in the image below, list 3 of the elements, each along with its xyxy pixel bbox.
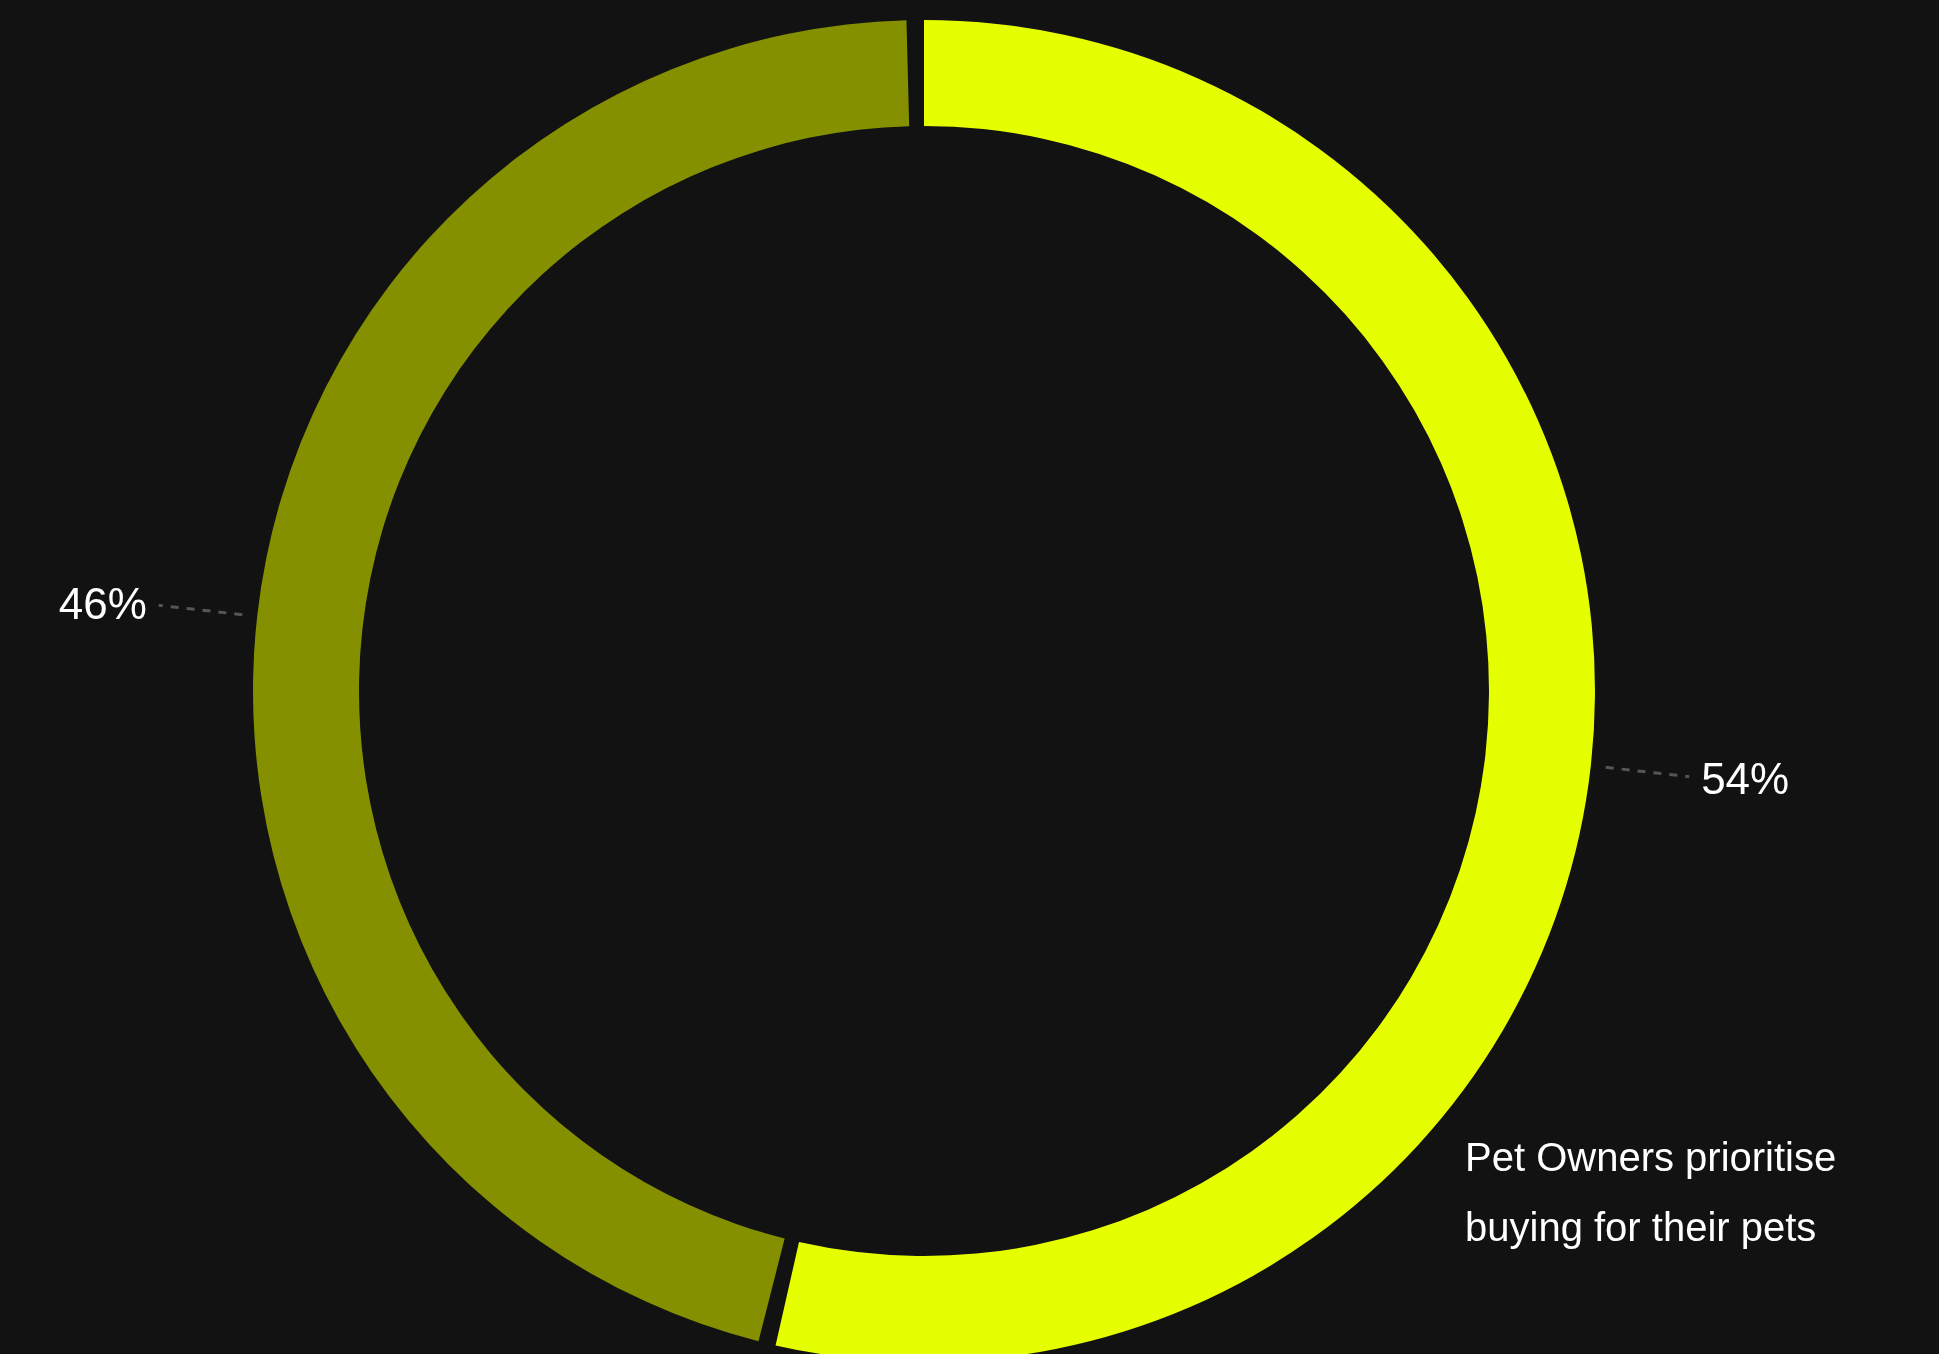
data-label: 46% — [58, 579, 147, 629]
text: Pet Owners prioritise buying for their pets — [1465, 1134, 1838, 1251]
data-label: 54% — [1701, 753, 1790, 803]
